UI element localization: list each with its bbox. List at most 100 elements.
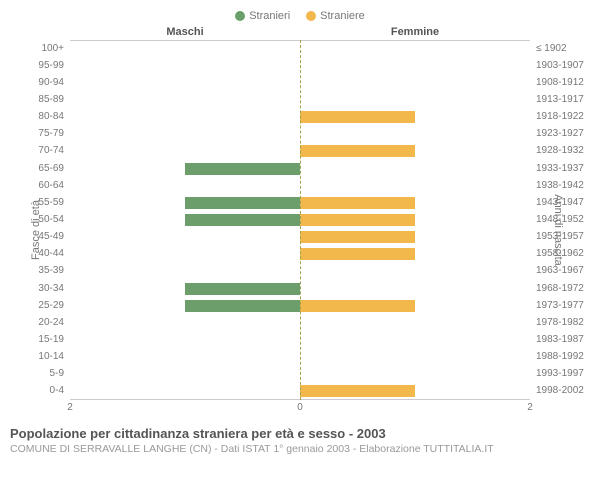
x-axis-ticks: 2 0 2 [70,402,530,420]
age-tick: 60-64 [38,181,70,191]
bar-half-female [300,57,530,74]
birth-year-tick: 1908-1912 [530,78,584,88]
age-tick: 10-14 [38,352,70,362]
age-tick: 75-79 [38,129,70,139]
bar-half-female [300,74,530,91]
bar-half-male [70,177,300,194]
bar-half-female [300,314,530,331]
bar-female [300,214,415,226]
bar-half-male [70,143,300,160]
age-tick: 20-24 [38,318,70,328]
bar-half-male [70,40,300,57]
bar-half-female [300,211,530,228]
legend-swatch-male [235,11,245,21]
age-tick: 35-39 [38,266,70,276]
bar-half-male [70,229,300,246]
chart-title: Popolazione per cittadinanza straniera p… [10,426,590,441]
bar-half-male [70,91,300,108]
chart-area: Fasce di età Anni di nascita 100+≤ 19029… [70,40,530,420]
age-tick: 40-44 [38,249,70,259]
bar-male [185,163,300,175]
bar-half-female [300,246,530,263]
legend-swatch-female [306,11,316,21]
bar-half-male [70,263,300,280]
bar-half-male [70,331,300,348]
birth-year-tick: 1948-1952 [530,215,584,225]
age-tick: 45-49 [38,232,70,242]
bar-half-female [300,194,530,211]
birth-year-tick: 1968-1972 [530,284,584,294]
age-tick: 15-19 [38,335,70,345]
bar-half-male [70,160,300,177]
bar-half-male [70,246,300,263]
birth-year-tick: 1913-1917 [530,95,584,105]
bar-half-female [300,91,530,108]
legend-item-female: Straniere [306,10,365,22]
bar-half-female [300,263,530,280]
birth-year-tick: 1998-2002 [530,386,584,396]
birth-year-tick: 1988-1992 [530,352,584,362]
bar-female [300,385,415,397]
chart-subtitle: COMUNE DI SERRAVALLE LANGHE (CN) - Dati … [10,443,590,455]
birth-year-tick: 1918-1922 [530,112,584,122]
bar-half-female [300,143,530,160]
x-tick-left: 2 [67,402,73,413]
birth-year-tick: 1983-1987 [530,335,584,345]
age-tick: 90-94 [38,78,70,88]
bar-male [185,283,300,295]
bar-half-female [300,229,530,246]
column-headers: Maschi Femmine [0,26,600,40]
age-tick: 30-34 [38,284,70,294]
bar-half-female [300,177,530,194]
birth-year-tick: 1993-1997 [530,369,584,379]
bar-female [300,231,415,243]
age-tick: 5-9 [50,369,70,379]
bar-male [185,197,300,209]
bar-half-male [70,383,300,400]
footer: Popolazione per cittadinanza straniera p… [0,420,600,455]
birth-year-tick: 1938-1942 [530,181,584,191]
x-tick-right: 2 [527,402,533,413]
birth-year-tick: 1928-1932 [530,146,584,156]
bar-half-female [300,40,530,57]
age-tick: 65-69 [38,164,70,174]
bar-half-male [70,57,300,74]
bar-half-male [70,126,300,143]
age-tick: 50-54 [38,215,70,225]
header-male: Maschi [70,26,300,38]
birth-year-tick: ≤ 1902 [530,44,567,54]
legend-item-male: Stranieri [235,10,290,22]
birth-year-tick: 1958-1962 [530,249,584,259]
birth-year-tick: 1923-1927 [530,129,584,139]
age-tick: 80-84 [38,112,70,122]
bar-half-male [70,74,300,91]
legend-label-male: Stranieri [249,10,290,22]
center-divider [300,40,301,400]
age-tick: 100+ [41,44,70,54]
bar-half-female [300,331,530,348]
bar-half-female [300,383,530,400]
header-female: Femmine [300,26,530,38]
bar-half-male [70,314,300,331]
bar-half-female [300,366,530,383]
bar-half-female [300,109,530,126]
birth-year-tick: 1933-1937 [530,164,584,174]
bar-half-female [300,126,530,143]
bar-female [300,300,415,312]
age-tick: 85-89 [38,95,70,105]
bar-male [185,300,300,312]
birth-year-tick: 1978-1982 [530,318,584,328]
bar-female [300,197,415,209]
age-tick: 55-59 [38,198,70,208]
bar-half-female [300,280,530,297]
bar-half-male [70,109,300,126]
bar-half-male [70,194,300,211]
bar-half-male [70,297,300,314]
bar-half-male [70,211,300,228]
age-tick: 95-99 [38,61,70,71]
birth-year-tick: 1953-1957 [530,232,584,242]
bar-half-male [70,349,300,366]
bar-female [300,111,415,123]
bar-female [300,248,415,260]
legend-label-female: Straniere [320,10,365,22]
